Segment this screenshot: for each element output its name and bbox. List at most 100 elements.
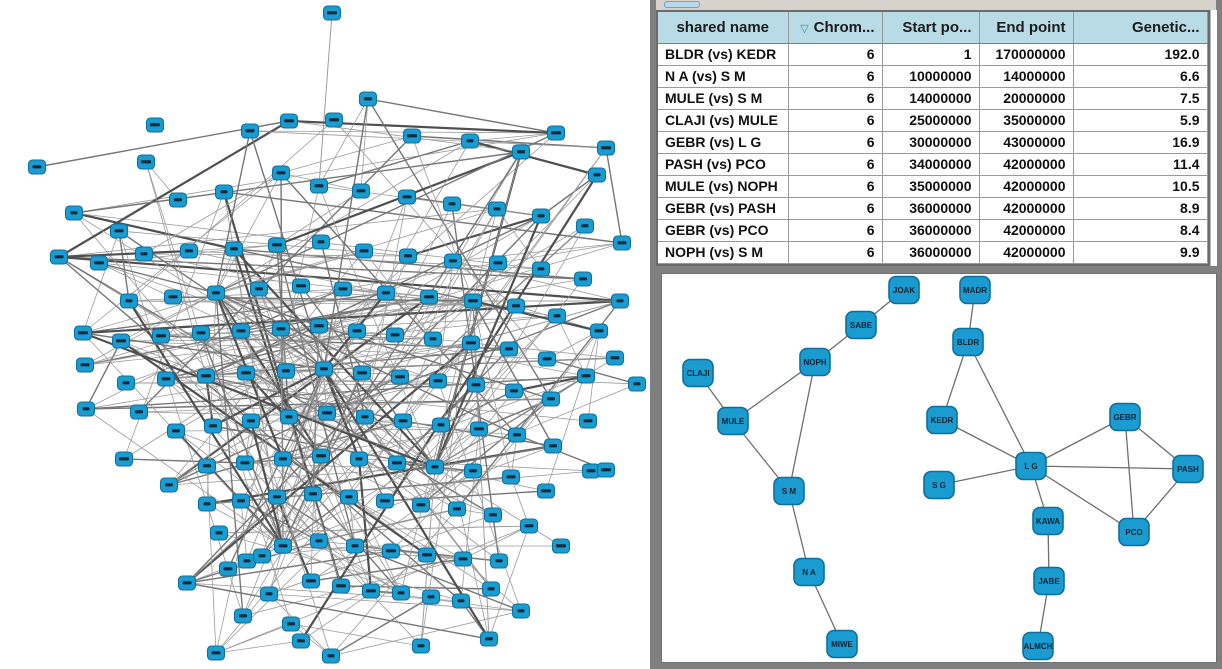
network-node[interactable]: KAWA (1032, 506, 1064, 536)
network-node[interactable] (519, 518, 539, 534)
network-node[interactable] (393, 413, 413, 429)
network-node[interactable] (391, 585, 411, 601)
network-node[interactable] (411, 638, 431, 654)
main-network-canvas[interactable] (0, 0, 650, 669)
network-node[interactable] (218, 561, 238, 577)
network-node[interactable] (134, 246, 154, 262)
network-node[interactable] (156, 371, 176, 387)
network-node[interactable] (116, 375, 136, 391)
table-row[interactable]: GEBR (vs) PCO 6 36000000 42000000 8.4 (658, 219, 1208, 242)
table-row[interactable]: GEBR (vs) L G 6 30000000 43000000 16.9 (658, 131, 1208, 154)
network-node[interactable] (381, 543, 401, 559)
network-node[interactable]: N A (793, 557, 825, 587)
network-node[interactable] (209, 525, 229, 541)
network-node[interactable] (145, 117, 165, 133)
network-node[interactable] (385, 327, 405, 343)
network-node[interactable] (536, 483, 556, 499)
table-row[interactable]: BLDR (vs) KEDR 6 1 170000000 192.0 (658, 43, 1208, 66)
network-node[interactable] (612, 235, 632, 251)
network-node[interactable]: NOPH (799, 347, 831, 377)
network-node[interactable] (73, 325, 93, 341)
network-node[interactable] (203, 418, 223, 434)
network-node[interactable] (109, 223, 129, 239)
network-node[interactable] (271, 321, 291, 337)
network-node[interactable] (233, 608, 253, 624)
network-node[interactable] (421, 589, 441, 605)
network-node[interactable] (240, 123, 260, 139)
network-node[interactable] (179, 243, 199, 259)
network-node[interactable] (541, 391, 561, 407)
network-node[interactable] (114, 451, 134, 467)
network-node[interactable] (511, 603, 531, 619)
network-node[interactable] (461, 335, 481, 351)
column-header-start-po---[interactable]: Start po... (882, 12, 980, 44)
network-node[interactable] (317, 405, 337, 421)
network-node[interactable]: GEBR (1109, 402, 1141, 432)
network-node[interactable] (237, 553, 257, 569)
vertical-scrollbar-track[interactable] (1210, 10, 1217, 266)
network-node[interactable] (76, 401, 96, 417)
network-node[interactable] (443, 253, 463, 269)
network-edge[interactable] (788, 361, 816, 492)
network-node[interactable] (402, 128, 422, 144)
table-row[interactable]: MULE (vs) S M 6 14000000 20000000 7.5 (658, 87, 1208, 110)
network-node[interactable] (417, 547, 437, 563)
column-header-genetic---[interactable]: Genetic... (1073, 12, 1208, 44)
network-node[interactable] (111, 333, 131, 349)
network-node[interactable] (75, 357, 95, 373)
network-node[interactable]: S M (773, 476, 805, 506)
table-row[interactable]: MULE (vs) NOPH 6 35000000 42000000 10.5 (658, 175, 1208, 198)
network-node[interactable] (487, 201, 507, 217)
network-node[interactable] (309, 533, 329, 549)
network-node[interactable] (231, 493, 251, 509)
network-node[interactable]: PASH (1172, 454, 1204, 484)
network-node[interactable] (354, 243, 374, 259)
network-node[interactable] (587, 167, 607, 183)
network-node[interactable] (453, 551, 473, 567)
network-node[interactable] (411, 497, 431, 513)
network-node[interactable] (314, 361, 334, 377)
network-node[interactable]: S G (923, 470, 955, 500)
network-node[interactable] (398, 248, 418, 264)
network-edge[interactable] (1030, 416, 1126, 467)
network-node[interactable] (321, 648, 341, 664)
network-node[interactable] (324, 112, 344, 128)
network-node[interactable] (281, 616, 301, 632)
network-node[interactable] (596, 462, 616, 478)
network-node[interactable] (347, 323, 367, 339)
network-node[interactable] (339, 489, 359, 505)
network-node[interactable] (551, 538, 571, 554)
network-node[interactable]: MADR (959, 275, 991, 305)
network-node[interactable] (333, 281, 353, 297)
network-node[interactable] (460, 133, 480, 149)
network-node[interactable]: KEDR (926, 405, 958, 435)
table-row[interactable]: GEBR (vs) PASH 6 36000000 42000000 8.9 (658, 197, 1208, 220)
network-node[interactable] (241, 413, 261, 429)
network-node[interactable] (197, 458, 217, 474)
network-node[interactable]: JOAK (888, 275, 920, 305)
network-node[interactable] (546, 125, 566, 141)
network-node[interactable] (303, 486, 323, 502)
network-node[interactable] (596, 140, 616, 156)
network-node[interactable] (506, 298, 526, 314)
network-node[interactable] (206, 285, 226, 301)
network-node[interactable] (428, 373, 448, 389)
network-node[interactable] (463, 463, 483, 479)
network-node[interactable] (279, 113, 299, 129)
network-node[interactable] (507, 427, 527, 443)
network-node[interactable] (605, 350, 625, 366)
network-node[interactable] (252, 548, 272, 564)
network-node[interactable]: MIWE (826, 629, 858, 659)
network-node[interactable] (499, 341, 519, 357)
column-header-chrom---[interactable]: ▽ Chrom... (788, 12, 883, 44)
network-node[interactable] (301, 573, 321, 589)
network-node[interactable] (349, 451, 369, 467)
network-view-secondary[interactable]: JOAK MADR SABE BLDR NOPH CLAJI GEBR MULE KEDR L G… (661, 273, 1217, 663)
network-node[interactable] (390, 369, 410, 385)
network-node[interactable] (231, 323, 251, 339)
network-node[interactable] (291, 633, 311, 649)
network-node[interactable]: PCO (1118, 517, 1150, 547)
network-node[interactable] (387, 455, 407, 471)
network-node[interactable] (197, 496, 217, 512)
network-view-main[interactable] (0, 0, 650, 669)
